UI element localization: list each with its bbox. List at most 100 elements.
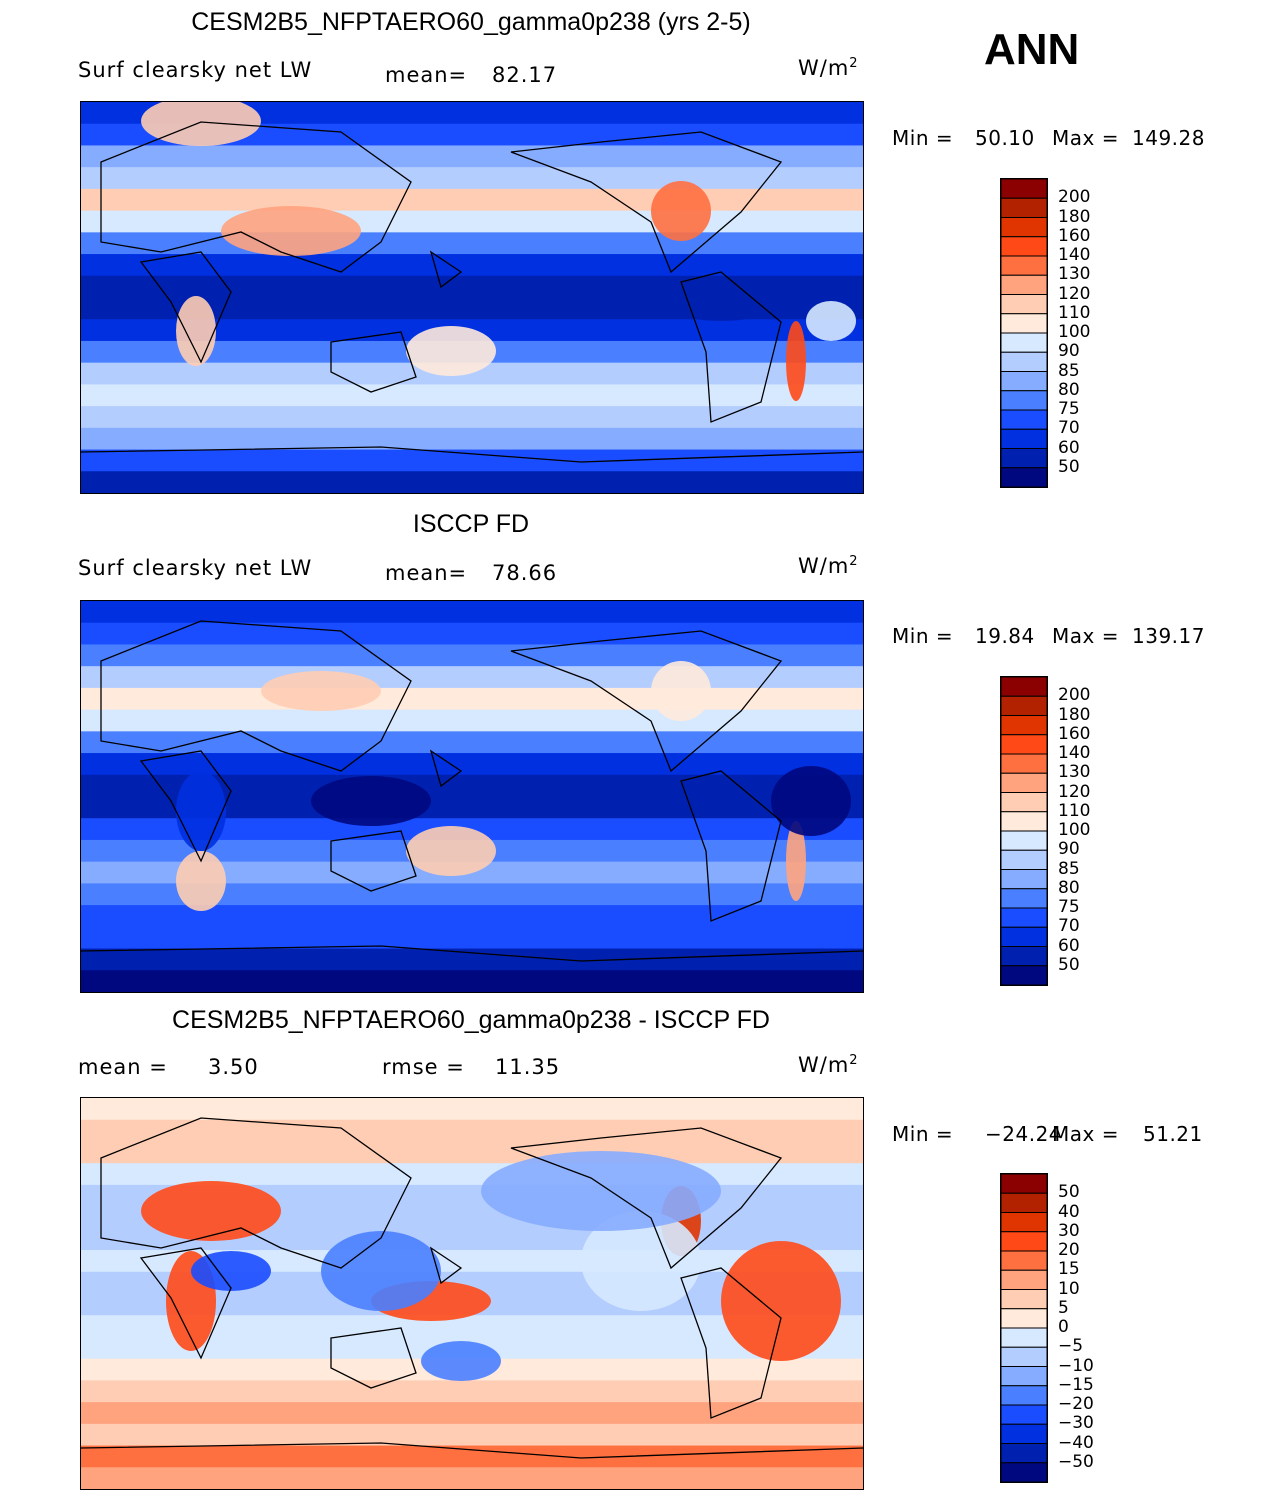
- colorbar-tick-label: 200: [1058, 187, 1091, 208]
- colorbar-tick-label: 15: [1058, 1259, 1080, 1280]
- contour-band: [81, 167, 863, 190]
- colorbar-tick-label: 50: [1058, 456, 1080, 477]
- colorbar-box: [1001, 197, 1047, 218]
- colorbar-box: [1001, 1289, 1047, 1310]
- colorbar-box: [1001, 753, 1047, 774]
- colorbar-tick-label: 50: [1058, 1182, 1080, 1203]
- colorbar-tick-label: 60: [1058, 935, 1080, 956]
- colorbar-tick-label: 70: [1058, 916, 1080, 937]
- colorbar-box: [1001, 217, 1047, 238]
- colorbar-tick-label: −10: [1058, 1355, 1094, 1376]
- mean-label: mean=: [385, 561, 468, 585]
- chart-title: CESM2B5_NFPTAERO60_gamma0p238 - ISCCP FD: [172, 1006, 770, 1034]
- units-exponent: 2: [849, 554, 859, 569]
- coastline: [680, 770, 782, 922]
- colorbar-tick-label: 160: [1058, 723, 1091, 744]
- contour-region: [261, 671, 381, 711]
- colorbar-box: [1001, 965, 1047, 985]
- contour-region: [661, 281, 781, 321]
- contour-band: [81, 427, 863, 451]
- contour-region: [406, 826, 496, 876]
- contour-band: [81, 1467, 863, 1489]
- mean-value: 82.17: [492, 63, 558, 87]
- contour-band: [81, 622, 863, 646]
- contour-band: [81, 188, 863, 212]
- colorbar-box: [1001, 677, 1047, 697]
- contour-region: [806, 301, 856, 341]
- colorbar-box: [1001, 1192, 1047, 1213]
- units-label: W/m2: [798, 554, 859, 578]
- colorbar-box: [1001, 467, 1047, 487]
- colorbar-box: [1001, 1174, 1047, 1194]
- coastline: [510, 131, 783, 274]
- contour-map: [80, 600, 864, 993]
- colorbar-box: [1001, 869, 1047, 890]
- colorbar-box: [1001, 294, 1047, 315]
- contour-band: [81, 254, 863, 277]
- colorbar-tick-label: 110: [1058, 800, 1091, 821]
- colorbar-box: [1001, 255, 1047, 276]
- colorbar-box: [1001, 1423, 1047, 1444]
- colorbar-tick-label: −50: [1058, 1451, 1094, 1472]
- contour-region: [311, 776, 431, 826]
- units: W/m: [798, 554, 850, 578]
- contour-region: [651, 181, 711, 241]
- colorbar-tick-label: 140: [1058, 743, 1091, 763]
- colorbar-tick-label: 85: [1058, 858, 1080, 879]
- season-label: ANN: [984, 25, 1080, 74]
- coastline: [81, 446, 863, 463]
- colorbar-box: [1001, 1327, 1047, 1348]
- contour-region: [481, 1151, 721, 1231]
- contour-region: [176, 771, 226, 851]
- coastline: [139, 750, 232, 863]
- contour-band: [81, 145, 863, 169]
- colorbar-box: [1001, 734, 1047, 755]
- contour-region: [786, 321, 806, 401]
- colorbar-tick-label: 75: [1058, 399, 1080, 419]
- colorbar: [1000, 178, 1048, 488]
- contour-band: [81, 926, 863, 950]
- coastline: [100, 1117, 412, 1269]
- colorbar-tick-label: 30: [1058, 1220, 1080, 1241]
- colorbar-tick-label: 75: [1058, 897, 1080, 917]
- colorbar-tick-label: 120: [1058, 781, 1091, 802]
- min-label: Min =: [892, 1122, 954, 1146]
- colorbar-tick-label: 130: [1058, 762, 1091, 783]
- max-value: 51.21: [1143, 1122, 1203, 1146]
- units-exponent: 2: [849, 1053, 859, 1068]
- contour-band: [81, 1380, 863, 1404]
- colorbar-box: [1001, 448, 1047, 469]
- contour-band: [81, 687, 863, 711]
- coastline: [510, 1127, 783, 1270]
- mean-label: mean=: [385, 63, 468, 87]
- min-value: 50.10: [975, 126, 1035, 150]
- colorbar-tick-label: 200: [1058, 685, 1091, 706]
- chart-title: ISCCP FD: [412, 510, 530, 538]
- contour-band: [81, 731, 863, 755]
- colorbar-tick-label: −5: [1058, 1336, 1084, 1357]
- colorbar-box: [1001, 428, 1047, 449]
- colorbar-box: [1001, 1462, 1047, 1482]
- contour-band: [81, 948, 863, 972]
- colorbar: [1000, 1173, 1048, 1483]
- coastline: [330, 331, 417, 393]
- contour-band: [81, 210, 863, 234]
- colorbar-box: [1001, 1443, 1047, 1464]
- colorbar-tick-label: 10: [1058, 1278, 1080, 1299]
- mean-value: 3.50: [208, 1055, 259, 1079]
- colorbar-box: [1001, 332, 1047, 353]
- colorbar-box: [1001, 1404, 1047, 1425]
- rmse-value: 11.35: [495, 1055, 561, 1079]
- coastline: [139, 1247, 232, 1360]
- max-label: Max =: [1052, 126, 1119, 150]
- chart-title: CESM2B5_NFPTAERO60_gamma0p238 (yrs 2-5): [191, 8, 751, 36]
- contour-region: [721, 1241, 841, 1361]
- units-label: W/m2: [798, 56, 859, 80]
- colorbar: [1000, 676, 1048, 986]
- coastline: [330, 830, 417, 892]
- coastline: [139, 251, 232, 364]
- colorbar-tick-label: 5: [1058, 1297, 1069, 1318]
- contour-band: [81, 1098, 863, 1121]
- colorbar-box: [1001, 715, 1047, 736]
- min-value: 19.84: [975, 624, 1035, 648]
